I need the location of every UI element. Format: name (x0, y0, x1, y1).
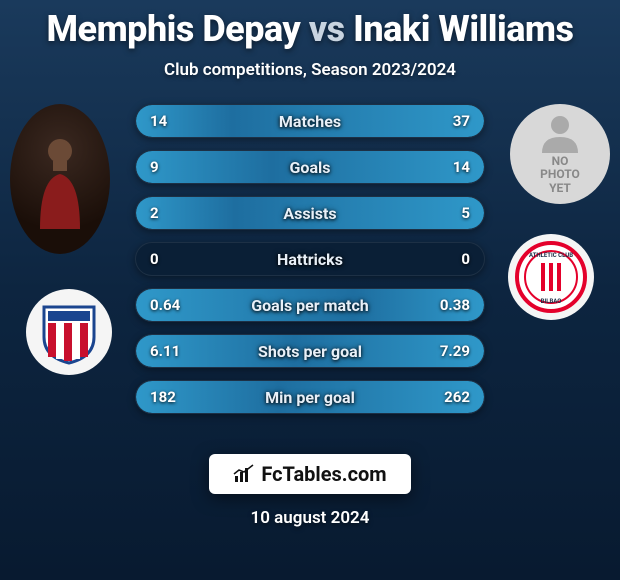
stat-row: 6.11 Shots per goal 7.29 (135, 334, 485, 368)
player-b-name: Inaki Williams (353, 8, 573, 50)
stat-label: Shots per goal (258, 342, 362, 361)
stat-label: Min per goal (265, 388, 355, 407)
stat-value-a: 14 (150, 112, 167, 130)
stat-label: Goals (290, 158, 331, 177)
stat-rows: 14Matches379Goals142Assists50Hattricks00… (135, 104, 485, 414)
player-b-crest: ATHLETIC CLUB BILBAO (508, 234, 594, 320)
stat-value-b: 14 (453, 158, 470, 176)
stat-row: 9 Goals 14 (135, 150, 485, 184)
stat-value-a: 0 (150, 250, 159, 268)
player-a-crest (26, 289, 112, 375)
player-a-avatar (10, 104, 110, 254)
stat-value-b: 262 (444, 388, 470, 406)
stat-value-b: 5 (461, 204, 470, 222)
player-silhouette-icon (30, 129, 90, 229)
stat-row: 2 Assists 5 (135, 196, 485, 230)
stat-value-b: 0 (461, 250, 470, 268)
subtitle: Club competitions, Season 2023/2024 (0, 60, 620, 80)
stat-bar-right (232, 105, 484, 137)
page-title: Memphis Depay vs Inaki Williams (0, 0, 620, 50)
stat-value-a: 0.64 (150, 296, 180, 314)
stat-label: Matches (279, 112, 341, 131)
athletic-crest-icon: ATHLETIC CLUB BILBAO (515, 241, 587, 313)
stat-value-a: 2 (150, 204, 159, 222)
stat-bar-right (235, 197, 484, 229)
stat-row: 182 Min per goal 262 (135, 380, 485, 414)
player-b-avatar: NO PHOTO YET (510, 104, 610, 204)
stat-value-b: 7.29 (440, 342, 470, 360)
stat-row: 14 Matches 37 (135, 104, 485, 138)
stat-value-a: 182 (150, 388, 176, 406)
stat-row: 0.64 Goals per match 0.38 (135, 288, 485, 322)
stat-value-a: 9 (150, 158, 159, 176)
no-photo-line2: PHOTO (540, 168, 580, 181)
footer: FcTables.com 10 august 2024 (0, 454, 620, 528)
stat-label: Goals per match (251, 296, 369, 315)
stat-value-b: 0.38 (440, 296, 470, 314)
comparison-content: NO PHOTO YET ATHLETIC CLUB BILBAO 14 Matc… (0, 104, 620, 434)
atletico-crest-icon (34, 297, 104, 367)
site-logo-text: FcTables.com (261, 462, 386, 486)
stat-label: Hattricks (277, 250, 343, 269)
stat-value-b: 37 (453, 112, 470, 130)
chart-icon (233, 464, 255, 484)
vs-label: vs (309, 8, 345, 50)
svg-text:ATHLETIC CLUB: ATHLETIC CLUB (529, 252, 573, 259)
stat-label: Assists (283, 204, 336, 223)
footer-date: 10 august 2024 (251, 508, 370, 528)
player-a-name: Memphis Depay (47, 8, 301, 50)
svg-text:BILBAO: BILBAO (541, 298, 562, 305)
stat-row: 0 Hattricks 0 (135, 242, 485, 276)
no-photo-line3: YET (549, 182, 571, 195)
no-photo-icon (536, 113, 584, 153)
site-logo[interactable]: FcTables.com (209, 454, 410, 494)
stat-value-a: 6.11 (150, 342, 180, 360)
player-a-photo (10, 104, 110, 254)
